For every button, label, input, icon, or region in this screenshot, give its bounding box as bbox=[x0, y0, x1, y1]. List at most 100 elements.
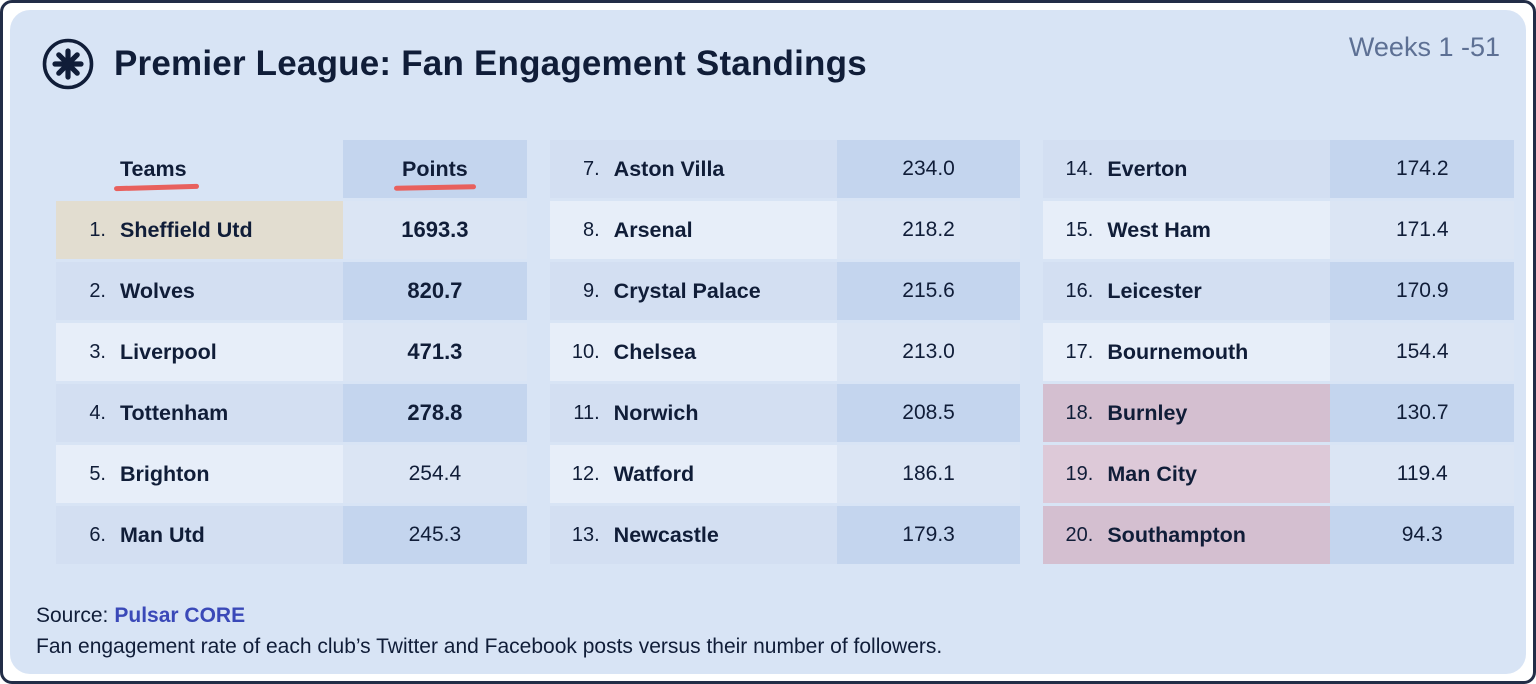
table-row: 17. Bournemouth 154.4 bbox=[1043, 323, 1515, 381]
team-cell: 4. Tottenham bbox=[56, 384, 344, 442]
points-value: 1693.3 bbox=[401, 217, 469, 242]
points-value: 254.4 bbox=[408, 462, 462, 485]
red-underline-icon bbox=[113, 183, 199, 191]
header-row: Teams Points bbox=[56, 140, 527, 198]
table-row: 19. Man City 119.4 bbox=[1043, 445, 1515, 503]
points-value: 154.4 bbox=[1395, 340, 1449, 363]
team-cell: 3. Liverpool bbox=[56, 323, 344, 381]
rank-label: 3. bbox=[89, 340, 106, 363]
pulsar-logo-icon bbox=[40, 36, 96, 92]
table-row: 18. Burnley 130.7 bbox=[1043, 384, 1515, 442]
team-cell: 12. Watford bbox=[549, 445, 837, 503]
points-cell: 154.4 bbox=[1330, 323, 1515, 381]
team-name: Man City bbox=[1107, 461, 1197, 486]
rank-label: 17. bbox=[1065, 340, 1094, 363]
red-underline-icon bbox=[393, 184, 476, 191]
rank-label: 19. bbox=[1065, 462, 1094, 485]
team-cell: 7. Aston Villa bbox=[549, 140, 837, 198]
points-value: 234.0 bbox=[902, 157, 955, 180]
team-name: Newcastle bbox=[613, 522, 719, 547]
table-row: 2. Wolves 820.7 bbox=[56, 262, 527, 320]
points-value: 130.7 bbox=[1395, 401, 1449, 424]
points-cell: 94.3 bbox=[1330, 506, 1515, 564]
points-cell: 471.3 bbox=[343, 323, 527, 381]
rank-label: 18. bbox=[1065, 401, 1094, 424]
team-cell: 2. Wolves bbox=[56, 262, 344, 320]
source-label: Source: bbox=[36, 604, 109, 627]
team-name: Man Utd bbox=[120, 522, 205, 547]
points-value: 471.3 bbox=[407, 339, 463, 364]
points-cell: 278.8 bbox=[343, 384, 527, 442]
points-value: 94.3 bbox=[1401, 523, 1443, 546]
points-value: 186.1 bbox=[902, 462, 955, 485]
points-cell: 130.7 bbox=[1330, 384, 1515, 442]
points-value: 215.6 bbox=[902, 279, 955, 302]
table-row: 15. West Ham 171.4 bbox=[1043, 201, 1515, 259]
team-cell: 10. Chelsea bbox=[549, 323, 837, 381]
team-name: Brighton bbox=[120, 461, 210, 486]
table-row: 1. Sheffield Utd 1693.3 bbox=[56, 201, 527, 259]
rank-label: 1. bbox=[89, 218, 106, 241]
rank-label: 8. bbox=[582, 218, 600, 241]
team-name: Aston Villa bbox=[613, 156, 725, 181]
points-cell: 218.2 bbox=[836, 201, 1021, 259]
points-cell: 215.6 bbox=[836, 262, 1021, 320]
table-row: 13. Newcastle 179.3 bbox=[549, 506, 1021, 564]
points-value: 179.3 bbox=[902, 523, 955, 546]
page-title: Premier League: Fan Engagement Standings bbox=[114, 44, 867, 83]
source-line: Source: Pulsar CORE bbox=[36, 604, 1506, 628]
source-link[interactable]: Pulsar CORE bbox=[114, 604, 246, 627]
team-cell: 13. Newcastle bbox=[549, 506, 837, 564]
rank-label: 7. bbox=[582, 157, 600, 180]
team-name: Bournemouth bbox=[1107, 339, 1249, 364]
teams-header-label: Teams bbox=[113, 157, 199, 191]
rank-label: 16. bbox=[1065, 279, 1094, 302]
table-row: 14. Everton 174.2 bbox=[1043, 140, 1515, 198]
description: Fan engagement rate of each club’s Twitt… bbox=[36, 635, 943, 658]
rank-label: 13. bbox=[571, 523, 600, 546]
rank-label: 10. bbox=[571, 340, 600, 363]
team-name: Southampton bbox=[1107, 522, 1246, 547]
standings-column-1: Teams Points 1. Sheffield Utd bbox=[56, 140, 527, 564]
team-name: Chelsea bbox=[613, 339, 697, 364]
points-value: 213.0 bbox=[902, 340, 955, 363]
team-name: West Ham bbox=[1107, 217, 1211, 242]
team-cell: 1. Sheffield Utd bbox=[56, 201, 344, 259]
points-cell: 171.4 bbox=[1330, 201, 1515, 259]
team-name: Watford bbox=[613, 461, 695, 486]
points-value: 208.5 bbox=[902, 401, 955, 424]
team-name: Liverpool bbox=[120, 339, 217, 364]
weeks-label: Weeks 1 -51 bbox=[1348, 32, 1500, 62]
points-cell: 213.0 bbox=[836, 323, 1021, 381]
points-cell: 820.7 bbox=[343, 262, 527, 320]
table-row: 16. Leicester 170.9 bbox=[1043, 262, 1515, 320]
team-cell: 20. Southampton bbox=[1043, 506, 1331, 564]
points-value: 820.7 bbox=[407, 278, 463, 303]
points-cell: 174.2 bbox=[1330, 140, 1515, 198]
footer: Source: Pulsar CORE Fan engagement rate o… bbox=[36, 604, 1506, 659]
rank-label: 14. bbox=[1065, 157, 1094, 180]
team-cell: 17. Bournemouth bbox=[1043, 323, 1331, 381]
points-value: 170.9 bbox=[1395, 279, 1449, 302]
team-cell: 5. Brighton bbox=[56, 445, 344, 503]
team-cell: 18. Burnley bbox=[1043, 384, 1331, 442]
team-cell: 8. Arsenal bbox=[549, 201, 837, 259]
rank-label: 6. bbox=[89, 523, 106, 546]
points-value: 245.3 bbox=[408, 523, 462, 546]
rank-label: 2. bbox=[89, 279, 106, 302]
rank-label: 20. bbox=[1065, 523, 1094, 546]
table-row: 8. Arsenal 218.2 bbox=[549, 201, 1021, 259]
team-cell: 19. Man City bbox=[1043, 445, 1331, 503]
team-name: Everton bbox=[1107, 156, 1188, 181]
points-cell: 186.1 bbox=[836, 445, 1021, 503]
rank-label: 4. bbox=[89, 401, 106, 424]
table-row: 4. Tottenham 278.8 bbox=[56, 384, 527, 442]
standings-column-2: 7. Aston Villa 234.0 8. Arsenal 218.2 bbox=[549, 140, 1021, 564]
team-cell: 9. Crystal Palace bbox=[549, 262, 837, 320]
team-cell: 15. West Ham bbox=[1043, 201, 1331, 259]
points-cell: 1693.3 bbox=[343, 201, 527, 259]
table-row: 5. Brighton 254.4 bbox=[56, 445, 527, 503]
rank-label: 12. bbox=[571, 462, 600, 485]
table-row: 12. Watford 186.1 bbox=[549, 445, 1021, 503]
points-header-cell: Points bbox=[343, 140, 527, 198]
